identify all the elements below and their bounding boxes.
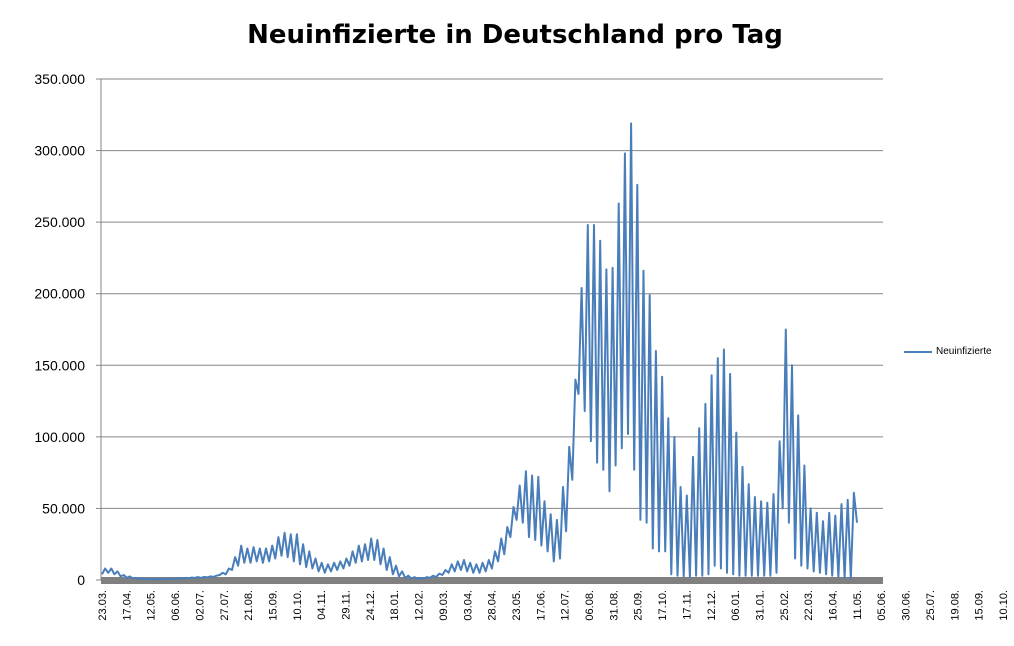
y-tick-label: 0 (77, 572, 85, 588)
x-tick-label: 31.01. (754, 590, 766, 621)
x-tick-label: 12.05. (146, 590, 158, 621)
x-tick-label: 06.01. (730, 590, 742, 621)
y-tick-label: 50.000 (42, 500, 85, 516)
series-layer (101, 122, 858, 581)
x-tick-label: 27.07. (219, 590, 231, 621)
x-tick-label: 11.05. (852, 590, 864, 620)
x-tick-label: 29.11. (341, 590, 353, 620)
x-tick-label: 23.05. (511, 590, 523, 621)
x-tick-label: 06.06. (170, 590, 182, 621)
legend: Neuinfizierte (904, 346, 992, 357)
x-tick-label: 17.10. (657, 590, 669, 621)
gridlines (101, 78, 883, 509)
x-tick-label: 19.08. (949, 590, 961, 621)
chart-title: Neuinfizierte in Deutschland pro Tag (247, 20, 783, 50)
y-tick-label: 200.000 (34, 286, 85, 302)
x-tick-label: 28.04. (487, 590, 499, 621)
x-tick-label: 25.07. (925, 590, 937, 621)
x-tick-label: 06.08. (584, 590, 596, 621)
x-tick-label: 25.09. (633, 590, 645, 621)
y-tick-label: 250.000 (34, 214, 85, 230)
x-tick-label: 10.10. (998, 590, 1010, 621)
x-tick-label: 15.09. (974, 590, 986, 621)
x-tick-label: 24.12. (365, 590, 377, 621)
x-tick-label: 17.11. (681, 590, 693, 620)
x-tick-label: 17.06. (535, 590, 547, 621)
x-tick-label: 30.06. (901, 590, 913, 621)
x-tick-label: 12.02. (414, 590, 426, 621)
x-tick-label: 31.08. (608, 590, 620, 621)
x-tick-label: 04.11. (316, 590, 328, 620)
y-tick-label: 150.000 (34, 357, 85, 373)
x-axis (101, 577, 883, 584)
x-tick-label: 23.03. (97, 590, 109, 621)
x-tick-label: 03.04. (462, 590, 474, 621)
y-tick-label: 300.000 (34, 143, 85, 159)
x-tick-label: 21.08. (243, 590, 255, 621)
x-tick-label: 16.04. (828, 590, 840, 621)
x-tick-label: 25.02. (779, 590, 791, 621)
legend-swatch (904, 350, 932, 353)
x-tick-label: 02.07. (194, 590, 206, 621)
x-tick-label: 09.03. (438, 590, 450, 621)
x-tick-label: 12.12. (706, 590, 718, 621)
x-tick-label: 18.01. (389, 590, 401, 621)
x-tick-label: 15.09. (267, 590, 279, 621)
x-tick-label: 12.07. (560, 590, 572, 621)
x-tick-label: 05.06. (876, 590, 888, 621)
y-tick-label: 100.000 (34, 429, 85, 445)
y-tick-labels: 0 50.000 100.000 150.000 200.000 250.000 300.0… (34, 71, 85, 588)
x-tick-label: 22.03. (803, 590, 815, 621)
x-tick-label: 10.10. (292, 590, 304, 621)
x-tick-label: 17.04. (121, 590, 133, 621)
series-line-neuinfizierte (101, 122, 858, 581)
x-tick-labels: 23.03. 17.04. 12.05. 06.06. 02.07. 27.07. 21.0… (97, 590, 1010, 621)
legend-label: Neuinfizierte (936, 346, 992, 357)
y-tick-label: 350.000 (34, 71, 85, 87)
axes (96, 78, 883, 584)
